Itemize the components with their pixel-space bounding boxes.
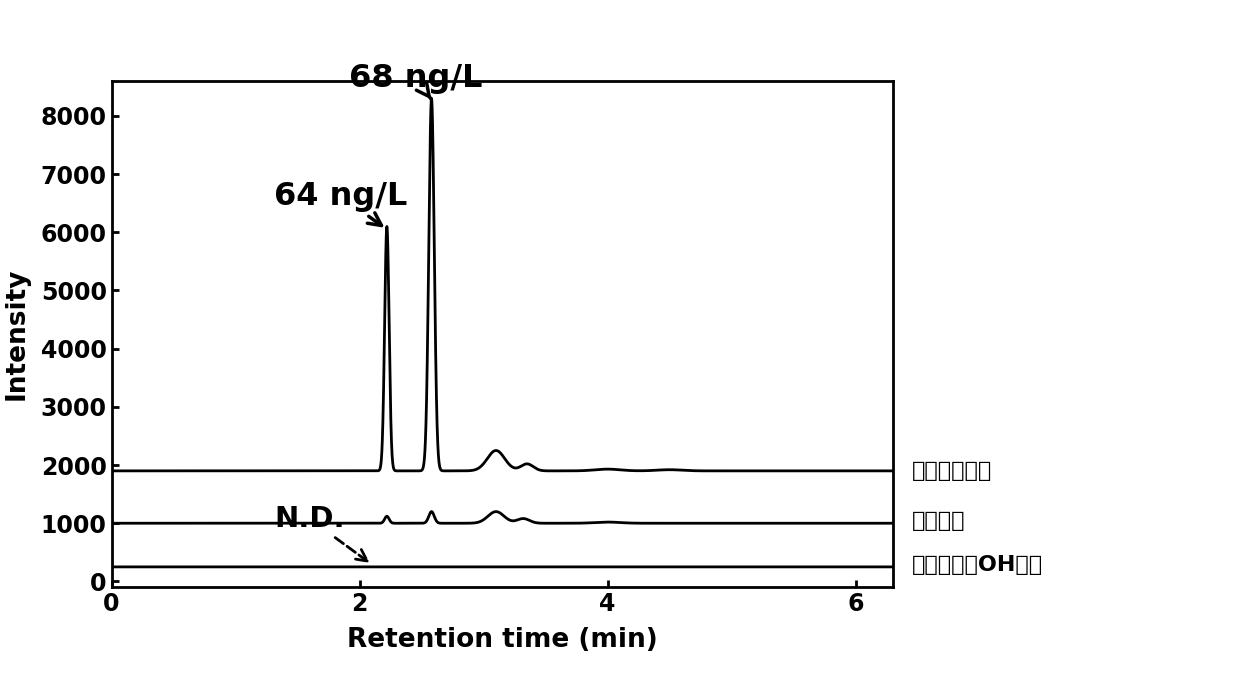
Text: 混凝沉淤出水: 混凝沉淤出水 bbox=[911, 461, 992, 481]
Text: 砂滤出水: 砂滤出水 bbox=[911, 512, 965, 531]
Y-axis label: Intensity: Intensity bbox=[4, 268, 30, 400]
Text: 64 ng/L: 64 ng/L bbox=[274, 181, 408, 225]
Text: N.D.: N.D. bbox=[275, 505, 367, 561]
Text: 砂滤出水・OH処理: 砂滤出水・OH処理 bbox=[911, 555, 1043, 575]
Text: 68 ng/L: 68 ng/L bbox=[348, 63, 482, 99]
X-axis label: Retention time (min): Retention time (min) bbox=[347, 627, 657, 653]
